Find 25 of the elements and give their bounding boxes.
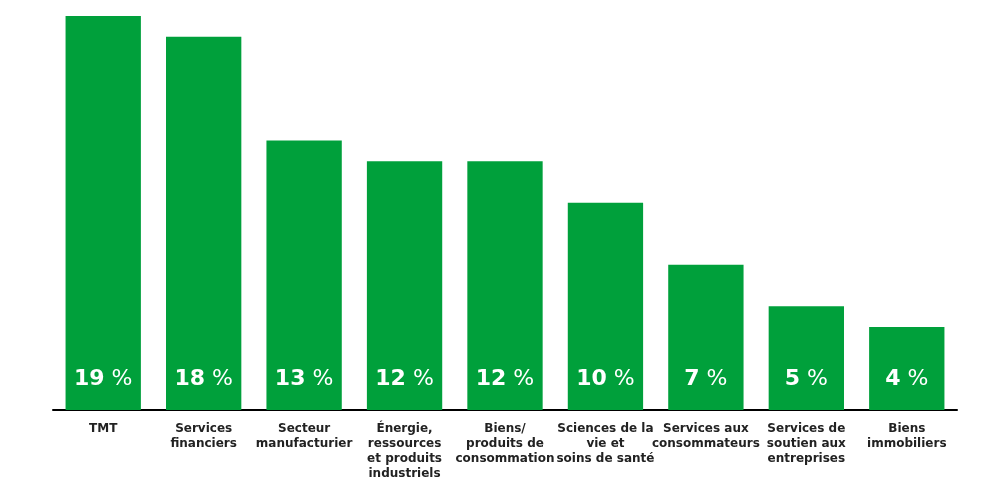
data-label: 12 % bbox=[475, 364, 535, 390]
bar bbox=[166, 36, 242, 410]
bar bbox=[869, 327, 945, 410]
bar bbox=[668, 264, 744, 410]
x-tick-label: Services de soutien aux entreprises bbox=[766, 420, 847, 465]
x-tick-label: Secteur manufacturier bbox=[255, 420, 353, 450]
bar bbox=[467, 161, 543, 410]
x-tick-label: Biens/ produits de consommation bbox=[455, 420, 555, 465]
data-label: 18 % bbox=[174, 364, 233, 390]
bar bbox=[266, 140, 342, 410]
data-label: 7 % bbox=[684, 364, 728, 390]
data-label: 12 % bbox=[375, 364, 434, 390]
x-tick-label: Services financiers bbox=[170, 420, 237, 450]
data-label: 10 % bbox=[576, 364, 635, 390]
x-tick-label: Énergie, ressources et produits industriels bbox=[367, 419, 443, 480]
data-label: 19 % bbox=[73, 364, 133, 390]
data-label: 4 % bbox=[885, 364, 929, 390]
bar bbox=[567, 202, 644, 410]
bar bbox=[768, 306, 844, 410]
bar bbox=[366, 161, 443, 410]
data-label: 13 % bbox=[274, 364, 334, 390]
x-tick-label: TMT bbox=[89, 420, 119, 435]
bar bbox=[65, 16, 141, 410]
x-tick-label: Biens immobiliers bbox=[867, 420, 947, 450]
data-label: 5 % bbox=[784, 364, 828, 390]
